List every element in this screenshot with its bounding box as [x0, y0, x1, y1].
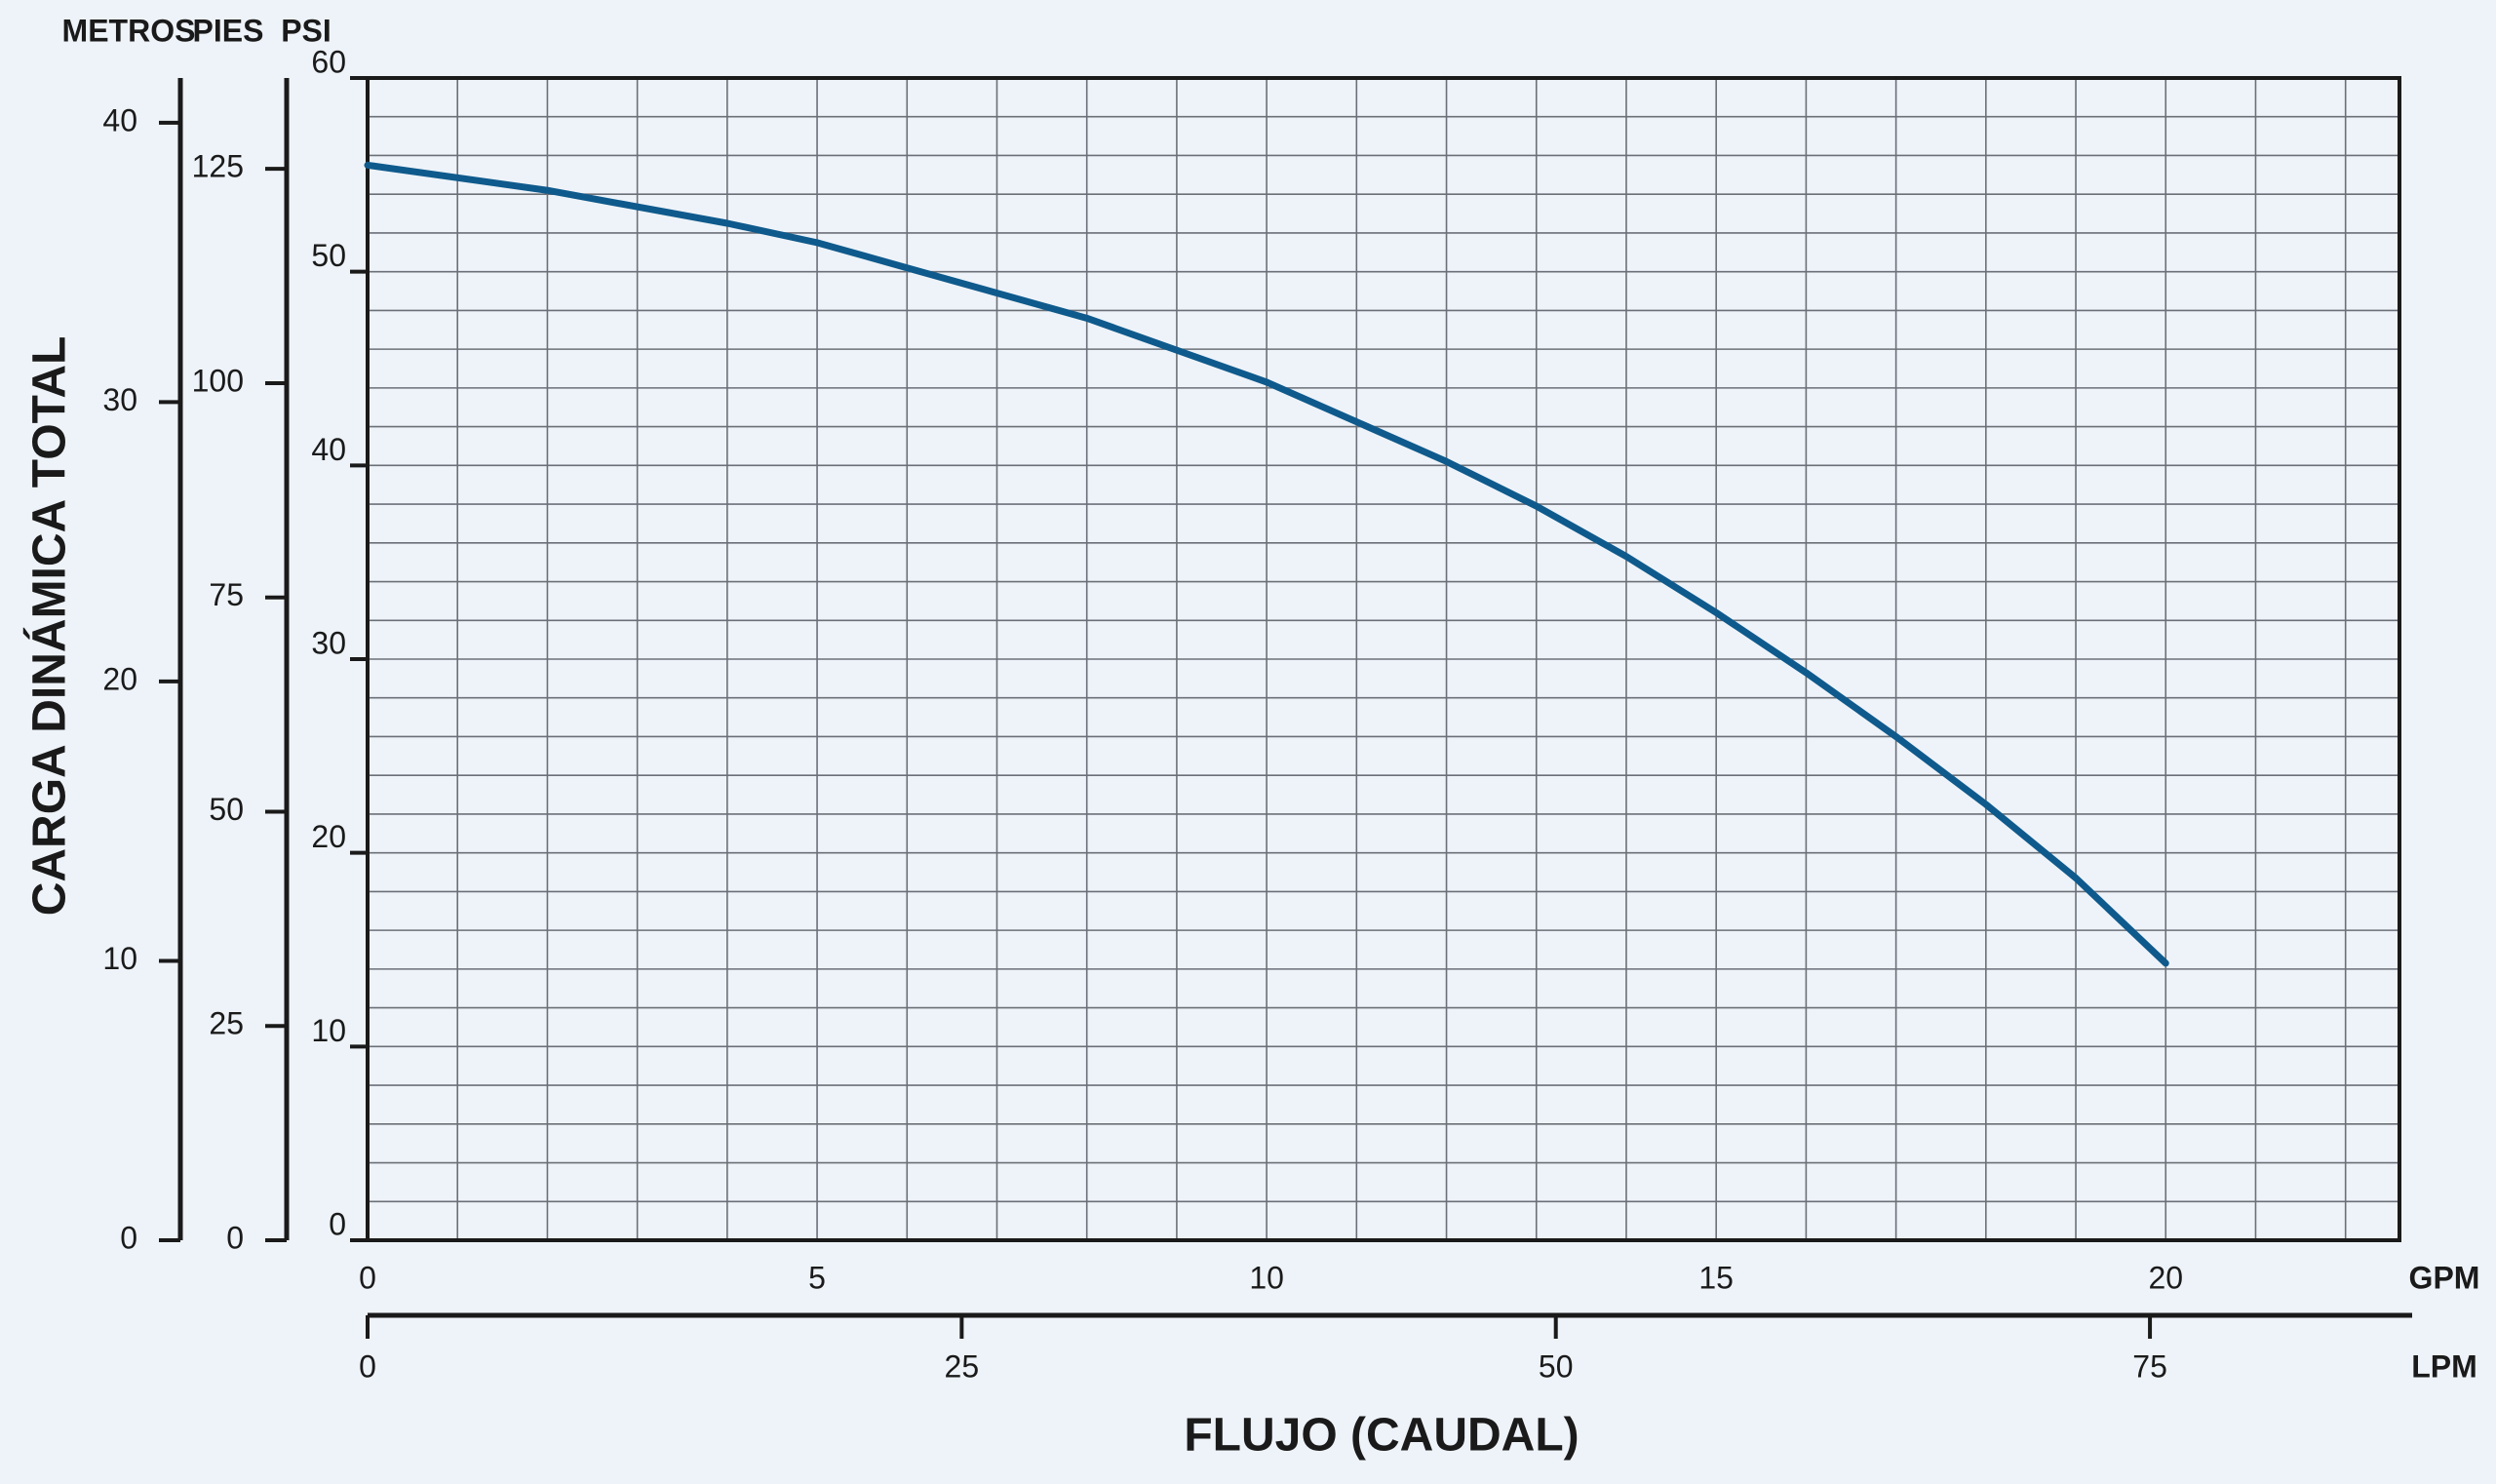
- psi-label: PSI: [281, 13, 332, 48]
- x-tick-label: 0: [359, 1260, 376, 1295]
- x-tick-label: 10: [1249, 1260, 1284, 1295]
- y2-tick-label: 0: [226, 1220, 244, 1255]
- y-tick-label: 40: [311, 432, 346, 467]
- gpm-label: GPM: [2409, 1260, 2480, 1295]
- x-title: FLUJO (CAUDAL): [1184, 1410, 1579, 1462]
- x-tick-label: 15: [1698, 1260, 1734, 1295]
- x2-tick-label: 75: [2132, 1348, 2167, 1384]
- y-title: CARGA DINÁMICA TOTAL: [23, 336, 76, 917]
- y-tick-label: 20: [311, 819, 346, 854]
- curve: [364, 161, 2169, 967]
- lpm-label: LPM: [2411, 1348, 2477, 1384]
- y3-tick-label: 10: [102, 941, 137, 976]
- y2-tick-label: 25: [209, 1006, 244, 1041]
- y3-tick-label: 0: [120, 1220, 137, 1255]
- y2-tick-label: 100: [192, 363, 244, 398]
- metros-label: METROS: [62, 13, 196, 48]
- x2-tick-label: 25: [945, 1348, 980, 1384]
- y-tick-label: 30: [311, 625, 346, 660]
- x-tick-label: 5: [808, 1260, 826, 1295]
- y3-tick-label: 20: [102, 661, 137, 696]
- y3-tick-label: 40: [102, 102, 137, 137]
- x-tick-label: 20: [2148, 1260, 2183, 1295]
- y3-tick-label: 30: [102, 382, 137, 417]
- y-tick-label: 10: [311, 1013, 346, 1048]
- y2-tick-label: 50: [209, 792, 244, 827]
- pies-label: PIES: [193, 13, 264, 48]
- x2-tick-label: 50: [1539, 1348, 1574, 1384]
- y-tick-label: 60: [311, 44, 346, 79]
- y-tick-label: 50: [311, 238, 346, 273]
- y-tick-label: 0: [329, 1206, 346, 1241]
- y2-tick-label: 75: [209, 577, 244, 612]
- y2-tick-label: 125: [192, 149, 244, 184]
- x2-tick-label: 0: [359, 1348, 376, 1384]
